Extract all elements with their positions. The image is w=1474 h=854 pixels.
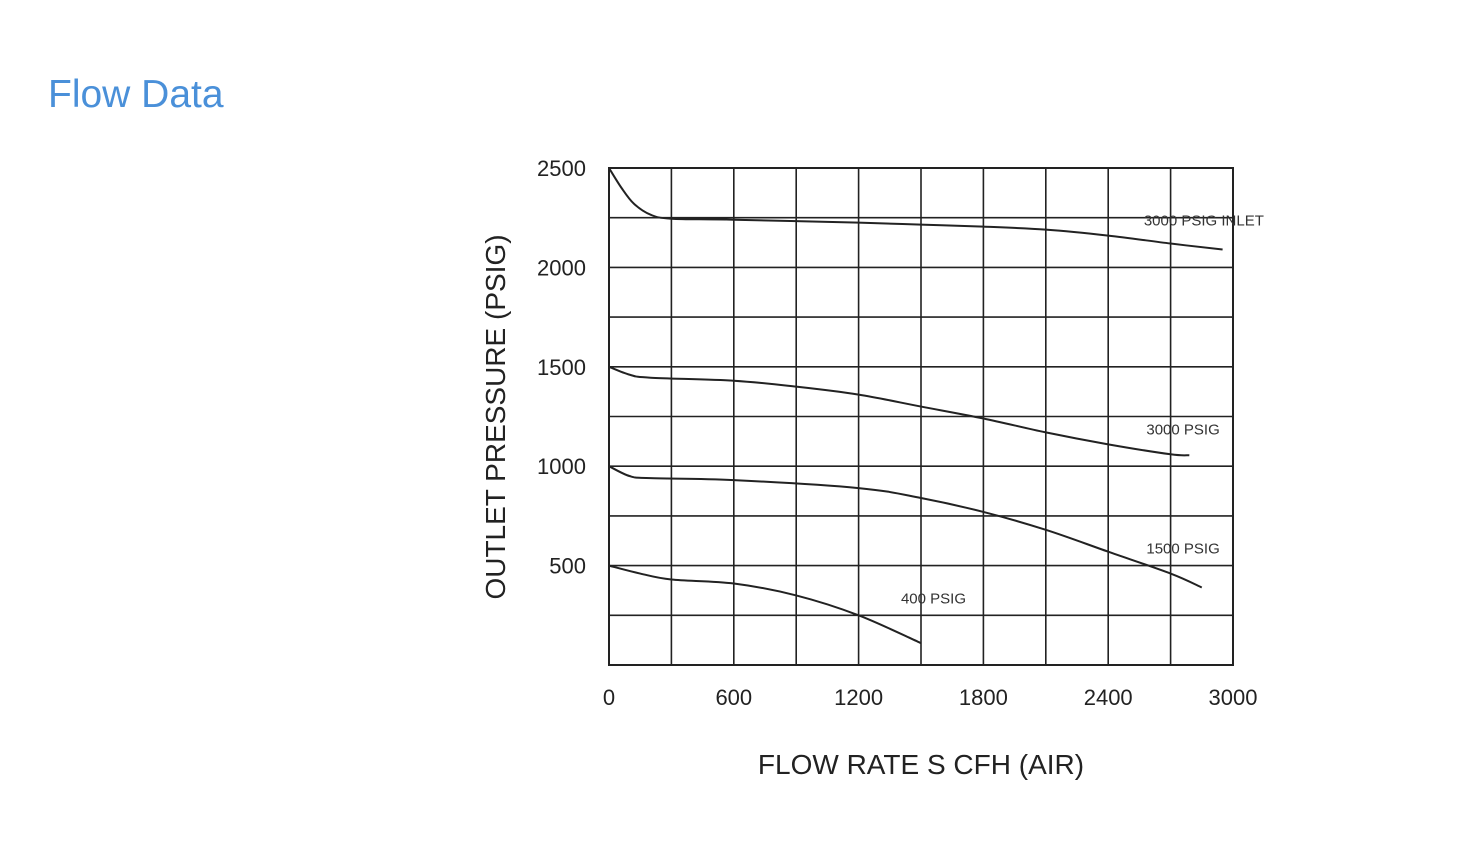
series-layer <box>608 167 1223 645</box>
y-tick-label: 1000 <box>537 454 586 479</box>
y-tick-label: 500 <box>549 554 586 579</box>
series-label: 400 PSIG <box>901 590 966 607</box>
x-tick-label: 3000 <box>1209 685 1258 710</box>
series-label: 3000 PSIG <box>1146 421 1219 438</box>
y-tick-label: 2500 <box>537 156 586 181</box>
x-tick-label: 1200 <box>834 685 883 710</box>
series-line <box>608 365 1190 457</box>
y-axis-title: OUTLET PRESSURE (PSIG) <box>480 234 511 599</box>
series-label-layer: 3000 PSIG INLET 3000 PSIG 1500 PSIG 400 PSI… <box>901 213 1264 608</box>
y-tick-label: 1500 <box>537 355 586 380</box>
x-tick-layer: 0 600 1200 1800 2400 3000 <box>603 685 1258 710</box>
series-line <box>608 564 922 645</box>
series-label: 1500 PSIG <box>1146 541 1219 558</box>
series-line <box>608 465 1203 589</box>
y-tick-layer: 500 1000 1500 2000 2500 <box>537 156 586 579</box>
plot-frame <box>608 167 1234 666</box>
x-tick-label: 1800 <box>959 685 1008 710</box>
x-tick-label: 0 <box>603 685 615 710</box>
x-tick-label: 600 <box>715 685 752 710</box>
x-axis-title: FLOW RATE S CFH (AIR) <box>758 749 1084 780</box>
y-tick-label: 2000 <box>537 255 586 280</box>
series-line <box>608 167 1223 251</box>
series-label: 3000 PSIG INLET <box>1144 213 1264 230</box>
section-title: Flow Data <box>48 73 224 116</box>
x-tick-label: 2400 <box>1084 685 1133 710</box>
